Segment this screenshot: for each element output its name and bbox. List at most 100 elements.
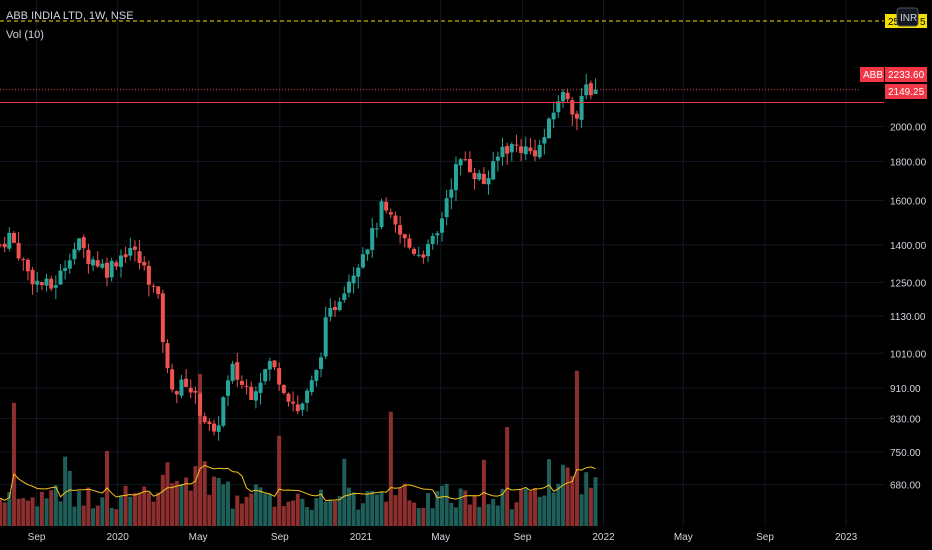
- candle-body: [72, 249, 77, 260]
- volume-bar: [300, 498, 305, 526]
- volume-bar: [81, 505, 86, 526]
- volume-bar: [142, 486, 147, 526]
- candle-body: [49, 278, 54, 289]
- time-scale[interactable]: Sep 2020 May Sep 2021 May Sep 2022 May Sep 2023: [28, 532, 858, 543]
- volume-bar: [514, 502, 519, 526]
- candle-body: [579, 95, 584, 120]
- x-tick-label: Sep: [28, 532, 46, 543]
- candle-body: [105, 262, 110, 278]
- candle-body: [212, 423, 217, 432]
- candle-body: [291, 401, 296, 404]
- volume-bar: [165, 462, 170, 526]
- candle-body: [570, 100, 575, 115]
- volume-bar: [551, 492, 556, 526]
- volume-bar: [63, 456, 68, 526]
- candle-body: [281, 385, 286, 394]
- candle-body: [25, 259, 30, 272]
- candle-body: [565, 92, 570, 100]
- candle-body: [193, 390, 198, 393]
- volume-bar: [95, 505, 100, 526]
- volume-bars: [0, 370, 598, 526]
- volume-bar: [486, 504, 491, 526]
- candle-body: [216, 425, 221, 432]
- volume-bar: [267, 494, 272, 526]
- volume-bar: [235, 495, 240, 526]
- candle-body: [272, 360, 277, 368]
- volume-bar: [491, 498, 496, 526]
- volume-bar: [253, 484, 258, 526]
- y-tick-label: 1800.00: [890, 157, 927, 168]
- volume-bar: [328, 499, 333, 526]
- volume-bar: [523, 488, 528, 526]
- volume-bar: [49, 490, 54, 526]
- candle-body: [384, 201, 389, 211]
- candle-body: [244, 385, 249, 387]
- candle-body: [267, 361, 272, 370]
- candle-body: [305, 390, 310, 403]
- candle-body: [170, 369, 175, 390]
- chart-title: ABB INDIA LTD, 1W, NSE: [6, 10, 134, 22]
- candle-body: [7, 232, 12, 249]
- volume-bar: [277, 435, 282, 526]
- volume-bar: [323, 501, 328, 526]
- candle-body: [477, 173, 482, 180]
- candle-body: [53, 285, 58, 288]
- volume-bar: [579, 494, 584, 526]
- price-scale[interactable]: 680.00 750.00 830.00 910.00 1010.00 1130.00 12…: [890, 122, 927, 491]
- volume-bar: [21, 498, 26, 526]
- candle-body: [67, 260, 72, 269]
- volume-bar: [458, 488, 463, 526]
- candle-body: [109, 260, 114, 278]
- candlesticks: [0, 73, 598, 441]
- candle-body: [379, 201, 384, 228]
- candle-body: [263, 369, 268, 382]
- candle-body: [100, 263, 105, 268]
- volume-bar: [123, 485, 128, 526]
- candle-body: [156, 286, 161, 295]
- volume-bar: [416, 508, 421, 526]
- volume-bar: [505, 427, 510, 526]
- volume-bar: [86, 487, 91, 526]
- volume-bar: [337, 496, 342, 526]
- candle-body: [346, 281, 351, 293]
- candle-body: [95, 260, 100, 267]
- candle-body: [547, 118, 552, 139]
- alert-price-label-left: 25: [888, 17, 900, 28]
- candle-body: [351, 275, 356, 284]
- volume-bar: [212, 476, 217, 526]
- candle-body: [360, 254, 365, 268]
- candle-body: [556, 101, 561, 113]
- volume-bar: [286, 501, 291, 526]
- candle-body: [388, 212, 393, 215]
- volume-bar: [281, 506, 286, 526]
- volume-ma-line: [0, 464, 596, 502]
- candle-body: [533, 150, 538, 157]
- volume-bar: [440, 485, 444, 526]
- volume-bar: [444, 483, 449, 526]
- candle-body: [467, 159, 472, 173]
- candle-body: [77, 238, 82, 250]
- volume-bar: [53, 485, 58, 526]
- candle-body: [174, 391, 179, 395]
- volume-bar: [449, 502, 454, 526]
- volume-bar: [0, 498, 2, 526]
- candle-body: [0, 244, 2, 246]
- volume-bar: [263, 493, 268, 526]
- x-tick-label: Sep: [514, 532, 532, 543]
- volume-bar: [128, 496, 133, 526]
- volume-indicator-label[interactable]: Vol (10): [6, 29, 44, 41]
- volume-bar: [91, 508, 96, 526]
- candle-body: [230, 363, 235, 381]
- candle-body: [253, 391, 258, 401]
- candle-body: [416, 254, 421, 256]
- candle-body: [277, 368, 282, 385]
- candle-body: [258, 382, 263, 393]
- symbol-label-bg: [860, 67, 884, 82]
- candle-body: [491, 161, 496, 180]
- currency-badge[interactable]: INR: [900, 13, 917, 24]
- volume-bar: [309, 509, 314, 526]
- currency-badge-bg[interactable]: [896, 7, 919, 27]
- candle-body: [123, 254, 128, 258]
- volume-bar: [188, 490, 193, 526]
